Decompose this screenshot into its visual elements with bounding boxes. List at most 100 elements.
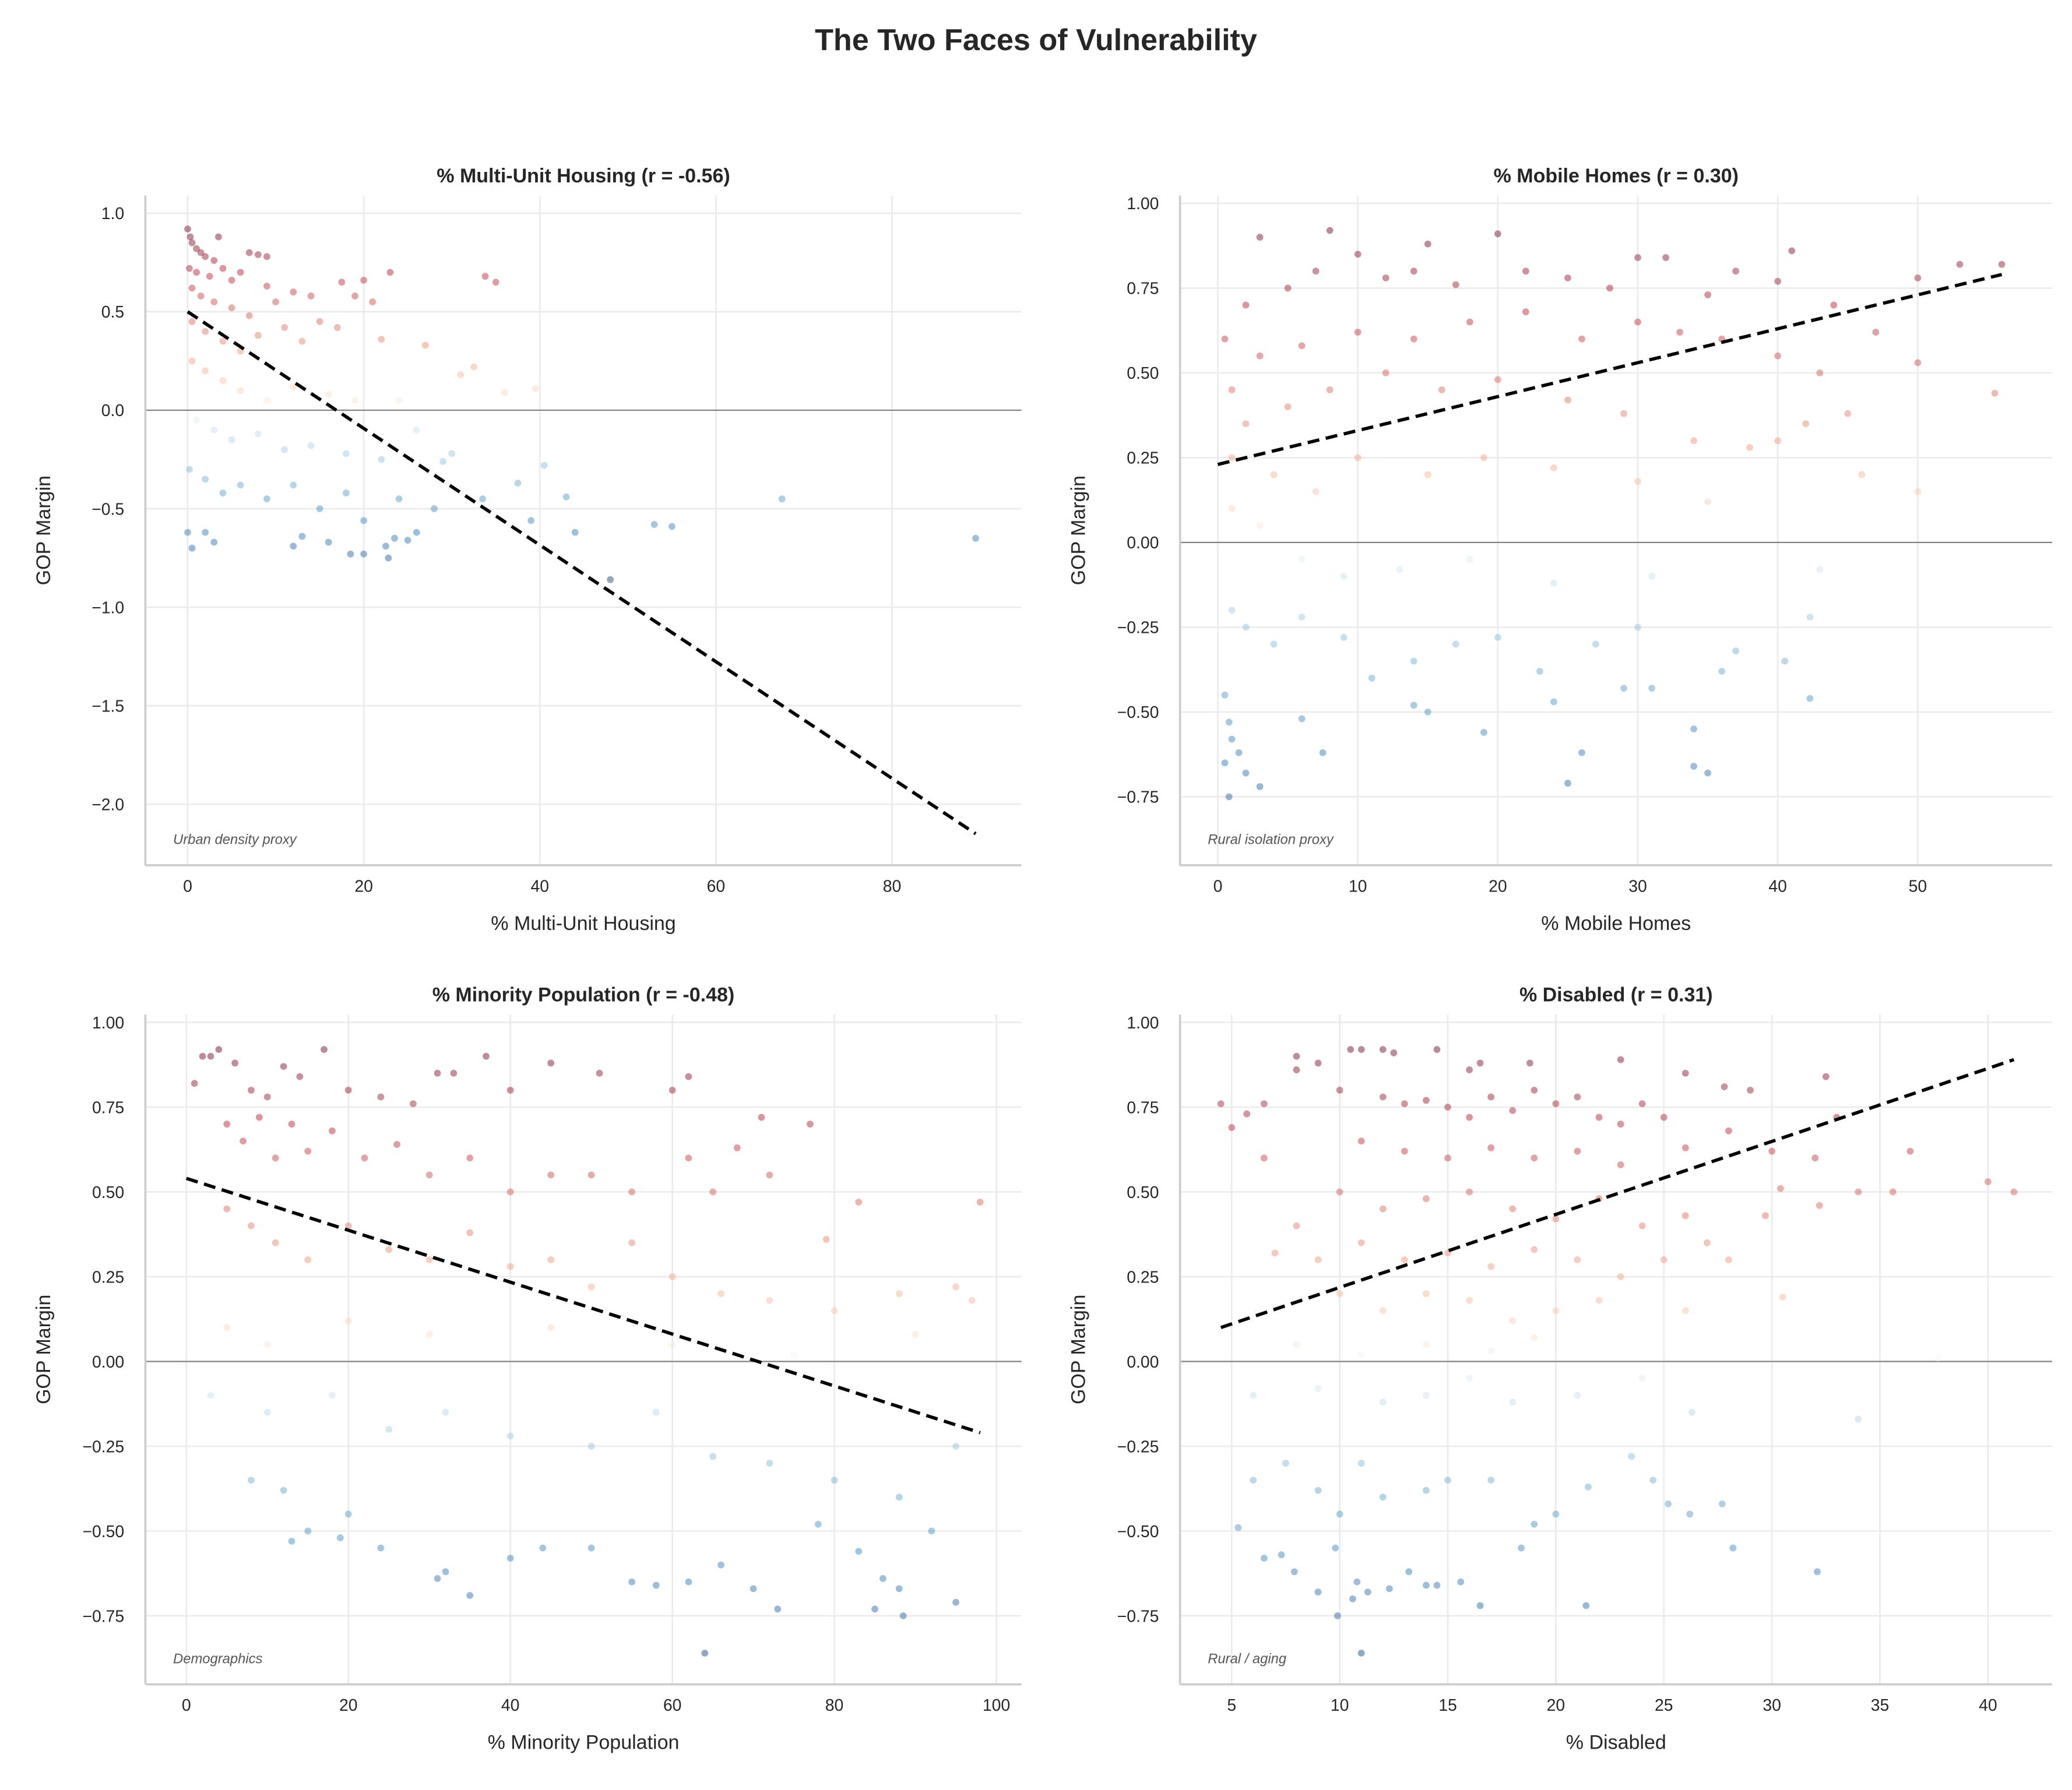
data-point bbox=[1574, 1093, 1581, 1101]
data-point bbox=[1314, 1588, 1322, 1596]
data-point bbox=[288, 1538, 296, 1545]
data-point bbox=[1552, 1510, 1560, 1518]
data-point bbox=[750, 1585, 757, 1592]
data-point bbox=[1704, 769, 1711, 777]
data-point bbox=[1314, 1385, 1322, 1393]
data-point bbox=[972, 534, 979, 542]
y-tick-label: −0.75 bbox=[1117, 1607, 1159, 1626]
data-point bbox=[1476, 1059, 1484, 1067]
data-point bbox=[1444, 1154, 1451, 1162]
data-point bbox=[1423, 1290, 1430, 1298]
data-point bbox=[409, 1100, 417, 1108]
data-point bbox=[360, 550, 367, 558]
data-point bbox=[1725, 1256, 1732, 1263]
data-point bbox=[1690, 725, 1697, 732]
data-point bbox=[479, 495, 486, 503]
data-point bbox=[351, 397, 358, 404]
x-tick-label: 40 bbox=[530, 877, 549, 896]
data-point bbox=[1858, 471, 1866, 478]
data-point bbox=[1242, 769, 1250, 777]
data-point bbox=[1250, 1391, 1257, 1399]
data-point bbox=[254, 332, 262, 339]
data-point bbox=[685, 1578, 692, 1585]
data-point bbox=[1688, 1408, 1695, 1416]
data-point bbox=[1704, 291, 1711, 298]
data-point bbox=[466, 1592, 474, 1599]
figure-title: The Two Faces of Vulnerability bbox=[815, 23, 1257, 57]
data-point bbox=[1802, 420, 1810, 428]
data-point bbox=[1401, 1147, 1408, 1155]
data-point bbox=[481, 273, 489, 280]
data-point bbox=[1326, 386, 1334, 393]
data-point bbox=[1314, 1486, 1322, 1494]
data-point bbox=[483, 1052, 490, 1060]
data-point bbox=[193, 269, 200, 276]
data-point bbox=[588, 1283, 595, 1291]
data-point bbox=[758, 1114, 765, 1121]
data-point bbox=[281, 324, 289, 331]
data-point bbox=[1444, 1477, 1451, 1484]
data-point bbox=[506, 1263, 514, 1270]
data-point bbox=[263, 253, 270, 260]
data-point bbox=[652, 1581, 660, 1589]
data-point bbox=[968, 1296, 976, 1304]
data-point bbox=[1518, 1544, 1525, 1552]
data-point bbox=[210, 538, 218, 546]
y-tick-label: −0.25 bbox=[82, 1437, 124, 1456]
x-tick-label: 50 bbox=[1909, 877, 1927, 896]
data-point bbox=[280, 1486, 287, 1494]
data-point bbox=[1354, 329, 1362, 336]
data-point bbox=[1336, 1188, 1343, 1196]
x-tick-label: 15 bbox=[1438, 1696, 1457, 1715]
data-point bbox=[377, 1093, 385, 1101]
data-point bbox=[669, 1341, 676, 1348]
data-point bbox=[1410, 267, 1417, 275]
data-point bbox=[1550, 464, 1557, 471]
data-point bbox=[210, 426, 218, 434]
data-point bbox=[361, 1154, 368, 1162]
data-point bbox=[774, 1605, 782, 1613]
data-point bbox=[188, 318, 196, 325]
data-point bbox=[296, 1073, 304, 1080]
data-point bbox=[1617, 1056, 1624, 1063]
data-point bbox=[1293, 1052, 1300, 1060]
data-point bbox=[547, 1324, 555, 1331]
data-point bbox=[539, 1544, 547, 1552]
x-tick-label: 5 bbox=[1227, 1696, 1236, 1715]
data-point bbox=[1550, 579, 1557, 587]
data-point bbox=[466, 1154, 474, 1162]
data-point bbox=[1634, 478, 1641, 485]
data-point bbox=[377, 1544, 385, 1552]
data-point bbox=[709, 1453, 716, 1460]
trend-line bbox=[1220, 1058, 2015, 1330]
data-point bbox=[1457, 1578, 1465, 1585]
data-point bbox=[1729, 1544, 1737, 1552]
subplot-3: 0 20 40 60 80 100 1.00 0.75 0.50 0.25 0.00 −0.25 −0.… bbox=[33, 984, 1022, 1754]
data-point bbox=[351, 293, 358, 299]
data-point bbox=[831, 1477, 838, 1484]
x-axis-label: % Mobile Homes bbox=[1541, 912, 1691, 935]
data-point bbox=[1582, 1602, 1590, 1609]
data-point bbox=[214, 233, 222, 241]
data-point bbox=[650, 521, 658, 528]
data-point bbox=[1423, 1581, 1430, 1589]
data-point bbox=[1732, 647, 1740, 655]
subplot-1: 0 20 40 60 80 1.0 0.5 0.0 −0.5 −1.0 −1.5 −2.0 % Mult… bbox=[33, 165, 1022, 935]
x-tick-label: 80 bbox=[883, 877, 902, 896]
data-point bbox=[1278, 1551, 1285, 1559]
x-axis-label: % Disabled bbox=[1566, 1732, 1666, 1754]
data-point bbox=[1312, 488, 1320, 495]
x-tick-label: 40 bbox=[1979, 1696, 1997, 1715]
data-point bbox=[298, 533, 306, 540]
y-tick-label: 1.00 bbox=[92, 1014, 124, 1033]
data-point bbox=[223, 1120, 231, 1128]
y-tick-label: 0.00 bbox=[92, 1353, 124, 1372]
data-point bbox=[1830, 301, 1838, 309]
y-tick-label: 0.25 bbox=[1127, 1268, 1159, 1287]
data-point bbox=[202, 367, 209, 375]
subplot-2: 0 10 20 30 40 50 1.00 0.75 0.50 0.25 0.00 −0.25 −0.5… bbox=[1067, 165, 2052, 935]
data-point bbox=[228, 436, 235, 443]
y-tick-label: 0.00 bbox=[1127, 534, 1159, 552]
data-point bbox=[895, 1493, 903, 1501]
data-point bbox=[1336, 1290, 1343, 1298]
